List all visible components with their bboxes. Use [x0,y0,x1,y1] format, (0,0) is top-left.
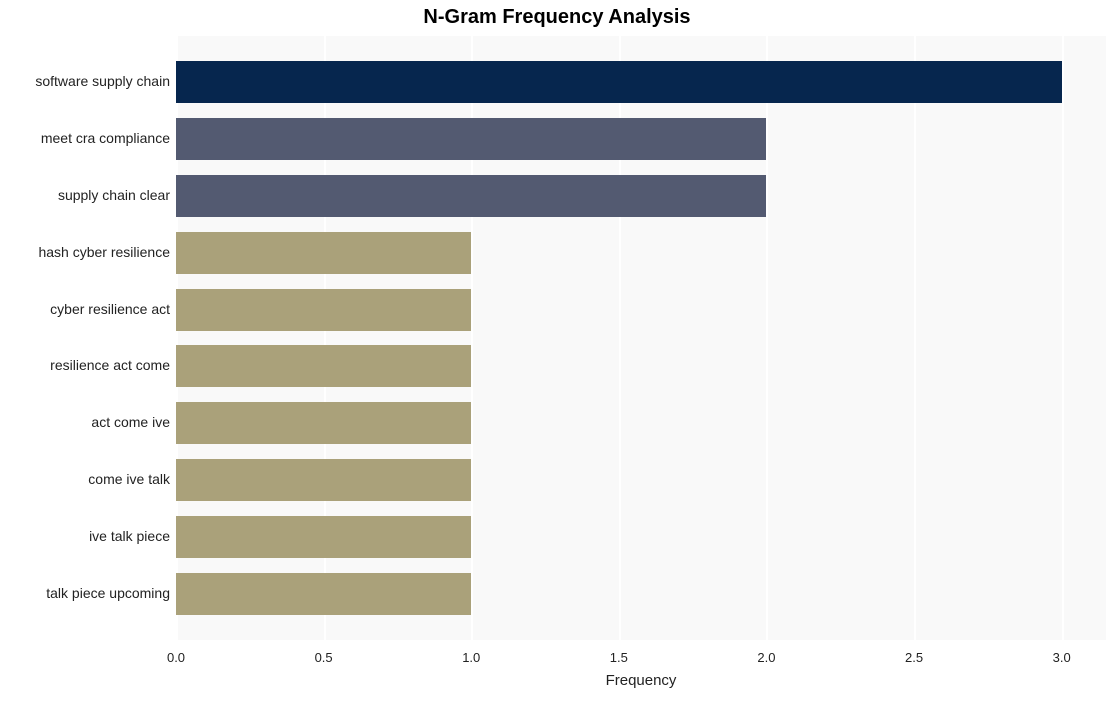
y-tick-label: meet cra compliance [41,130,170,146]
bar [176,61,1062,103]
plot-area [176,36,1106,640]
grid-line [1062,36,1064,640]
x-axis-label: Frequency [176,672,1106,689]
x-tick: 1.5 [610,650,628,665]
y-tick-label: software supply chain [35,73,170,89]
x-tick: 3.0 [1053,650,1071,665]
y-tick-label: cyber resilience act [50,301,170,317]
chart-title: N-Gram Frequency Analysis [0,6,1114,29]
bar [176,175,766,217]
bar [176,118,766,160]
bar [176,232,471,274]
y-tick-label: talk piece upcoming [46,585,170,601]
ngram-frequency-chart: N-Gram Frequency Analysis software suppl… [0,0,1114,701]
bar [176,289,471,331]
y-tick-label: ive talk piece [89,528,170,544]
grid-line [766,36,768,640]
y-tick-label: come ive talk [88,471,170,487]
x-tick: 0.0 [167,650,185,665]
y-tick-label: supply chain clear [58,187,170,203]
y-tick-label: hash cyber resilience [38,244,170,260]
bar [176,573,471,615]
grid-line [914,36,916,640]
y-tick-label: resilience act come [50,357,170,373]
x-tick: 0.5 [315,650,333,665]
bar [176,516,471,558]
bar [176,402,471,444]
bar [176,345,471,387]
y-tick-label: act come ive [91,414,170,430]
x-tick: 2.0 [757,650,775,665]
bar [176,459,471,501]
x-tick: 2.5 [905,650,923,665]
x-tick: 1.0 [462,650,480,665]
